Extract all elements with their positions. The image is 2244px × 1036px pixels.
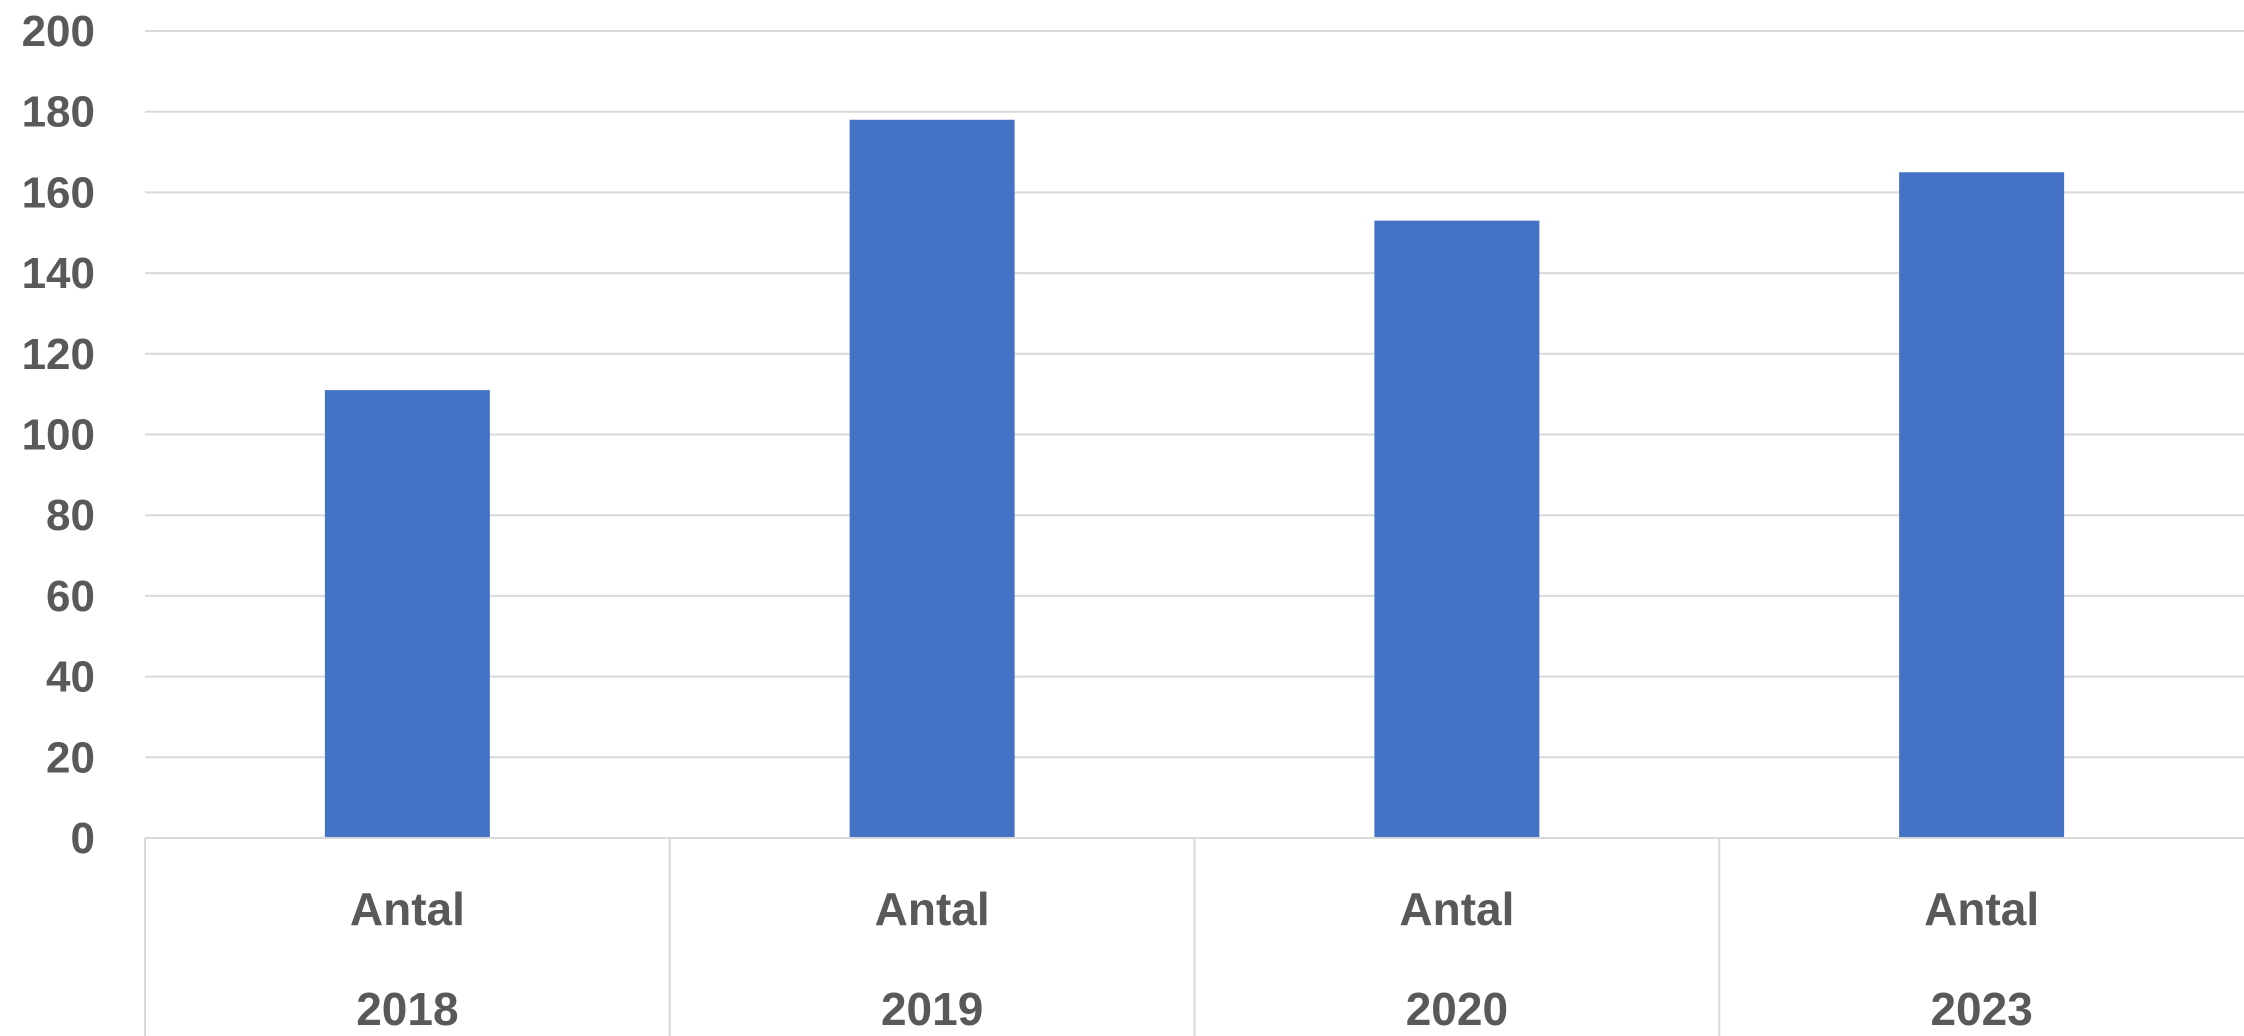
x-year-label: 2018 xyxy=(356,983,458,1035)
x-group-label: Antal xyxy=(350,883,465,935)
y-tick-label: 180 xyxy=(22,88,95,137)
y-tick-label: 0 xyxy=(71,814,95,863)
y-tick-label: 20 xyxy=(46,733,95,782)
x-group-label: Antal xyxy=(1924,883,2039,935)
y-tick-label: 40 xyxy=(46,653,95,702)
bars xyxy=(324,119,2065,839)
x-group-label: Antal xyxy=(875,883,990,935)
y-tick-label: 60 xyxy=(46,572,95,621)
y-tick-label: 120 xyxy=(22,330,95,379)
x-year-label: 2020 xyxy=(1406,983,1508,1035)
x-group-label: Antal xyxy=(1399,883,1514,935)
y-tick-label: 200 xyxy=(22,7,95,56)
x-axis: Antal 2018 Antal 2019 Antal 2020 Antal 2023 xyxy=(144,837,2244,1036)
bar-2019 xyxy=(849,119,1015,838)
x-year-label: 2019 xyxy=(881,983,983,1035)
y-axis-tick-labels: 0 20 40 60 80 100 120 140 160 180 200 xyxy=(22,7,95,863)
bar-2023 xyxy=(1899,172,2065,839)
y-tick-label: 140 xyxy=(22,249,95,298)
y-tick-label: 80 xyxy=(46,491,95,540)
y-tick-label: 100 xyxy=(22,411,95,460)
gridlines xyxy=(145,30,2244,759)
bar-2018 xyxy=(324,390,490,838)
bar-2020 xyxy=(1374,220,1540,838)
y-tick-label: 160 xyxy=(22,168,95,217)
x-year-label: 2023 xyxy=(1930,983,2032,1035)
